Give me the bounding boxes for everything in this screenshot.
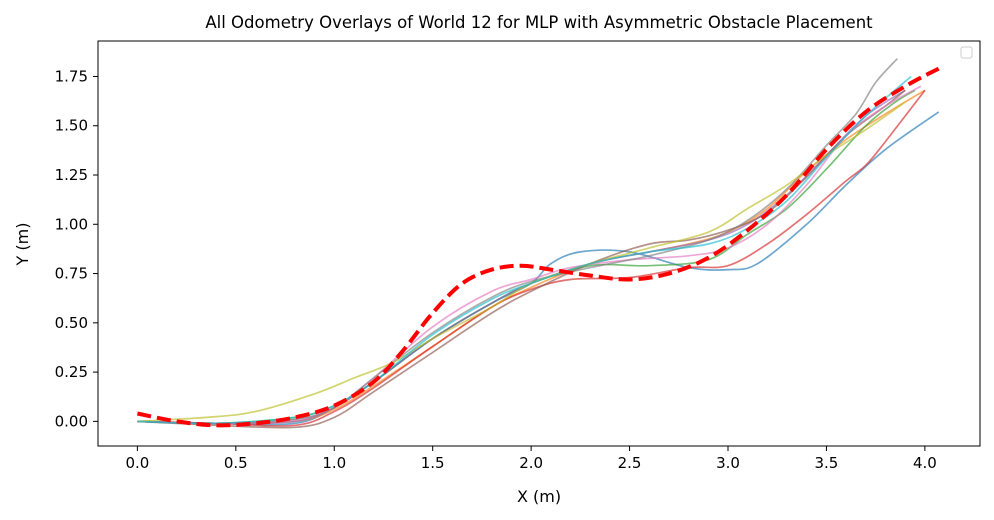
x-tick-label: 2.5 — [618, 454, 642, 472]
x-tick-label: 3.5 — [815, 454, 839, 472]
y-tick-label: 0.50 — [55, 314, 88, 332]
x-axis-label: X (m) — [517, 487, 561, 506]
x-tick-label: 1.0 — [322, 454, 346, 472]
plot-frame — [97, 40, 981, 447]
series-lines — [137, 58, 940, 429]
y-tick-label: 0.00 — [55, 412, 88, 430]
y-axis-ticks: 0.00 0.25 0.50 0.75 1.00 1.25 1.50 1.75 — [55, 67, 98, 430]
x-tick-label: 2.0 — [519, 454, 543, 472]
odometry-run-line-2 — [137, 89, 926, 425]
x-tick-label: 4.0 — [913, 454, 937, 472]
y-axis-label: Y (m) — [13, 223, 32, 267]
odometry-run-line-3 — [137, 89, 916, 425]
y-tick-label: 0.75 — [55, 265, 88, 283]
odometry-run-line-10 — [137, 75, 912, 425]
y-tick-label: 0.25 — [55, 363, 88, 381]
x-tick-label: 0.5 — [224, 454, 248, 472]
odometry-run-line-5 — [137, 89, 906, 425]
odometry-run-line-9 — [137, 101, 906, 423]
y-tick-label: 1.50 — [55, 117, 88, 135]
reference-path-line — [137, 66, 940, 428]
x-tick-label: 0.0 — [125, 454, 149, 472]
chart-title: All Odometry Overlays of World 12 for ML… — [205, 13, 873, 32]
odometry-run-line-8 — [137, 58, 898, 425]
legend-box — [960, 46, 973, 59]
x-tick-label: 1.5 — [421, 454, 445, 472]
y-tick-label: 1.75 — [55, 67, 88, 85]
y-tick-label: 1.25 — [55, 166, 88, 184]
odometry-run-line-4 — [137, 89, 926, 427]
y-tick-label: 1.00 — [55, 215, 88, 233]
odometry-run-line-6 — [137, 89, 906, 429]
x-tick-label: 3.0 — [716, 454, 740, 472]
odometry-run-line-7 — [137, 85, 922, 425]
x-axis-ticks: 0.0 0.5 1.0 1.5 2.0 2.5 3.0 3.5 4.0 — [125, 446, 937, 472]
